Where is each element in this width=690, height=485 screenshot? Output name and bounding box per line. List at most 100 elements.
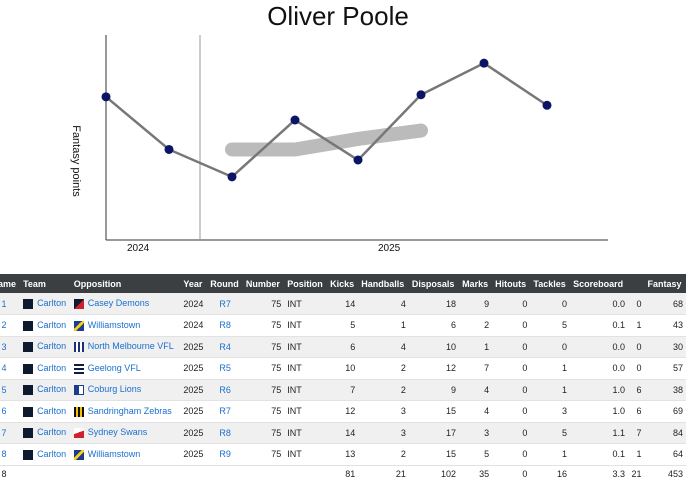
column-header-marks[interactable]: Marks: [459, 274, 493, 293]
column-header-tackles[interactable]: Tackles: [530, 274, 571, 293]
column-header-team[interactable]: Team: [20, 274, 71, 293]
team-link[interactable]: Carlton: [37, 362, 67, 373]
team-link[interactable]: Carlton: [37, 448, 67, 459]
column-header-fantasy[interactable]: Fantasy: [644, 274, 686, 293]
round-link[interactable]: R9: [219, 449, 231, 460]
game-link[interactable]: 3: [1, 341, 7, 352]
game-link[interactable]: 2: [1, 320, 7, 331]
team-link[interactable]: Carlton: [37, 298, 67, 309]
game-link[interactable]: 8: [1, 449, 7, 460]
round-link[interactable]: R5: [219, 363, 231, 374]
table-cell: INT: [284, 314, 328, 336]
table-row: 8 Carlton Williamstown 2025 R9 75 INT 13 2 15 5 0 1 0…: [0, 443, 686, 465]
table-cell: INT: [284, 293, 328, 315]
team-link[interactable]: Carlton: [37, 405, 67, 416]
game-link[interactable]: 1: [1, 298, 7, 309]
navy-square-icon: [23, 385, 34, 396]
column-header-number[interactable]: Number: [242, 274, 285, 293]
table-cell: 0: [627, 357, 645, 379]
team-link[interactable]: Carlton: [37, 384, 67, 395]
totals-cell: [180, 465, 207, 483]
team-cell: Carlton: [20, 400, 71, 422]
table-cell: 5: [530, 314, 571, 336]
table-cell: 75: [242, 336, 285, 358]
table-cell: 75: [242, 379, 285, 401]
column-header-game[interactable]: Game: [0, 274, 21, 293]
opposition-link[interactable]: Sandringham Zebras: [87, 405, 172, 416]
table-row: 4 Carlton Geelong VFL 2025 R5 75 INT 10 2 12 7 0 1 0.…: [0, 357, 686, 379]
team-link[interactable]: Carlton: [37, 341, 67, 352]
round-cell: R7: [207, 293, 243, 315]
table-cell: 7: [327, 379, 359, 401]
column-header-kicks[interactable]: Kicks: [327, 274, 359, 293]
team-cell: Carlton: [20, 336, 71, 358]
table-cell: 13: [327, 443, 359, 465]
column-header-handballs[interactable]: Handballs: [358, 274, 409, 293]
column-header-blank[interactable]: [627, 274, 645, 293]
opposition-link[interactable]: Williamstown: [87, 319, 141, 330]
column-header-round[interactable]: Round: [207, 274, 243, 293]
column-header-scoreboard[interactable]: Scoreboard: [570, 274, 628, 293]
series-line: [105, 61, 548, 179]
table-cell: 0.1: [570, 314, 628, 336]
opposition-link[interactable]: Williamstown: [87, 448, 141, 459]
red-white-icon: [73, 428, 84, 439]
game-cell: 1: [0, 293, 21, 315]
round-link[interactable]: R7: [219, 406, 231, 417]
totals-cell: [20, 465, 71, 483]
game-cell: 2: [0, 314, 21, 336]
round-cell: R5: [207, 357, 243, 379]
opposition-cell: Williamstown: [70, 443, 181, 465]
round-link[interactable]: R6: [219, 384, 231, 395]
data-point-7: [479, 58, 489, 68]
opposition-cell: Casey Demons: [70, 293, 181, 315]
table-cell: 7: [459, 357, 493, 379]
table-cell: 9: [408, 379, 460, 401]
round-cell: R9: [207, 443, 243, 465]
series-points: [101, 58, 552, 182]
totals-cell: [207, 465, 243, 483]
table-cell: 0: [492, 293, 531, 315]
opposition-link[interactable]: Coburg Lions: [87, 384, 142, 395]
table-cell: 57: [644, 357, 686, 379]
round-cell: R8: [207, 422, 243, 444]
column-header-year[interactable]: Year: [180, 274, 208, 293]
column-header-hitouts[interactable]: Hitouts: [492, 274, 531, 293]
round-link[interactable]: R7: [219, 298, 231, 309]
table-cell: 1: [459, 336, 493, 358]
table-cell: 18: [408, 293, 460, 315]
totals-cell: 453: [667, 469, 683, 480]
opposition-link[interactable]: Sydney Swans: [87, 427, 148, 438]
table-cell: INT: [284, 400, 328, 422]
data-point-2: [164, 144, 174, 154]
round-link[interactable]: R4: [219, 341, 231, 352]
column-header-disposals[interactable]: Disposals: [408, 274, 460, 293]
game-link[interactable]: 6: [1, 406, 7, 417]
opposition-link[interactable]: North Melbourne VFL: [87, 341, 174, 352]
team-cell: Carlton: [20, 379, 71, 401]
team-link[interactable]: Carlton: [37, 427, 67, 438]
column-header-opposition[interactable]: Opposition: [70, 274, 181, 293]
game-link[interactable]: 5: [1, 384, 7, 395]
game-link[interactable]: 7: [1, 427, 7, 438]
column-header-position[interactable]: Position: [284, 274, 328, 293]
round-cell: R7: [207, 400, 243, 422]
opposition-link[interactable]: Casey Demons: [87, 298, 150, 309]
table-cell: 4: [459, 400, 493, 422]
round-link[interactable]: R8: [219, 320, 231, 331]
opposition-cell: Geelong VFL: [70, 357, 181, 379]
table-cell: 14: [327, 422, 359, 444]
table-row: 2 Carlton Williamstown 2024 R8 75 INT 5 1 6 2 0 5 0.1…: [0, 314, 686, 336]
opposition-link[interactable]: Geelong VFL: [87, 362, 141, 373]
table-cell: 0.0: [570, 357, 628, 379]
round-cell: R4: [207, 336, 243, 358]
table-cell: 15: [408, 443, 460, 465]
opposition-cell: North Melbourne VFL: [70, 336, 181, 358]
chart-axes: [105, 35, 608, 241]
round-link[interactable]: R8: [219, 427, 231, 438]
table-cell: 3: [358, 422, 409, 444]
table-cell: 0: [627, 336, 645, 358]
game-link[interactable]: 4: [1, 363, 7, 374]
team-link[interactable]: Carlton: [37, 319, 67, 330]
table-cell: 0: [530, 336, 571, 358]
